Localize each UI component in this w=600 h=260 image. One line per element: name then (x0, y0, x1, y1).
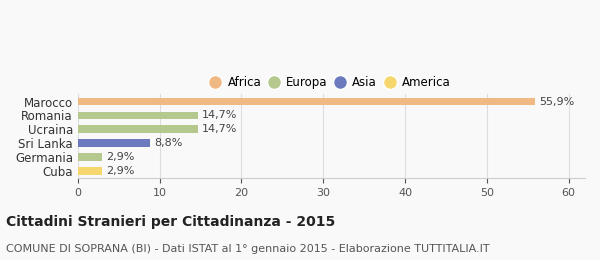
Text: 2,9%: 2,9% (106, 166, 134, 176)
Bar (78, 153, 101, 161)
Text: 8,8%: 8,8% (154, 138, 182, 148)
Text: 2,9%: 2,9% (106, 152, 134, 162)
Bar (78, 112, 198, 119)
Legend: Africa, Europa, Asia, America: Africa, Europa, Asia, America (209, 73, 454, 93)
Bar (78, 98, 535, 105)
Bar (78, 139, 150, 147)
Text: 14,7%: 14,7% (202, 124, 238, 134)
Text: COMUNE DI SOPRANA (BI) - Dati ISTAT al 1° gennaio 2015 - Elaborazione TUTTITALIA: COMUNE DI SOPRANA (BI) - Dati ISTAT al 1… (6, 244, 490, 254)
Text: Cittadini Stranieri per Cittadinanza - 2015: Cittadini Stranieri per Cittadinanza - 2… (6, 215, 335, 229)
Bar (78, 167, 101, 175)
Text: 14,7%: 14,7% (202, 110, 238, 120)
Text: 55,9%: 55,9% (539, 97, 574, 107)
Bar (78, 126, 198, 133)
